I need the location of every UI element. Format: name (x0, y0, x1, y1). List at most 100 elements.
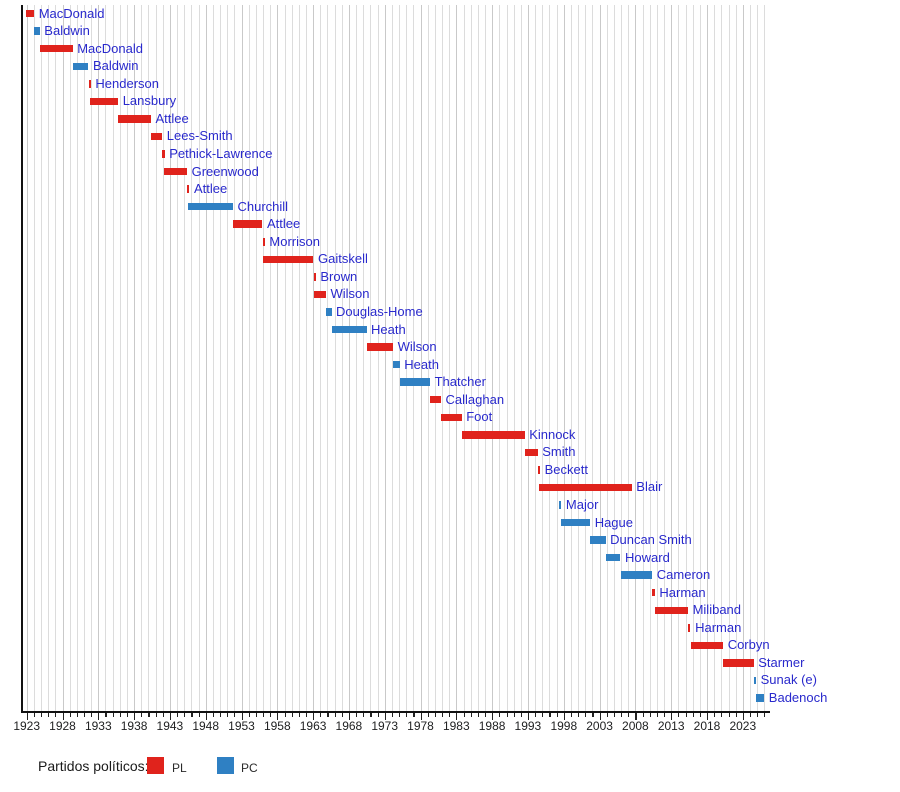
minor-tick-1986 (477, 712, 479, 717)
leader-label-attlee-6[interactable]: Attlee (155, 110, 189, 126)
leader-label-wilson-16[interactable]: Wilson (330, 286, 370, 302)
gridline-1955 (255, 5, 257, 711)
leader-label-kinnock-24[interactable]: Kinnock (529, 426, 576, 442)
leader-label-starmer-37[interactable]: Starmer (758, 654, 805, 670)
timeline-bar-thatcher-21 (399, 378, 431, 386)
year-label-1983: 1983 (442, 719, 470, 733)
leader-label-howard-31[interactable]: Howard (625, 549, 670, 565)
year-label-1998: 1998 (550, 719, 578, 733)
leader-label-pethick-lawrence-8[interactable]: Pethick-Lawrence (169, 146, 273, 161)
leader-label-lansbury-5[interactable]: Lansbury (122, 93, 177, 109)
leader-label-major-28[interactable]: Major (565, 497, 599, 512)
gridline-1945 (184, 5, 186, 711)
major-tick-1953 (241, 712, 243, 720)
gridline-1966 (334, 5, 336, 711)
minor-tick-2011 (656, 712, 659, 717)
timeline-bar-pethick-lawrence-8 (162, 150, 165, 158)
timeline-bar-corbyn-36 (690, 641, 724, 650)
gridline-1965 (327, 5, 329, 711)
year-label-1963: 1963 (299, 719, 327, 733)
timeline-bar-attlee-10 (187, 185, 190, 193)
leader-label-attlee-12[interactable]: Attlee (267, 216, 301, 232)
leader-label-harman-35[interactable]: Harman (695, 619, 742, 635)
gridline-1958 (277, 5, 279, 711)
minor-tick-1934 (105, 712, 107, 717)
leader-label-henderson-4[interactable]: Henderson (95, 75, 159, 91)
leader-label-badenoch-39[interactable]: Badenoch (768, 690, 828, 705)
legend-title: Partidos políticos: (38, 758, 149, 774)
leader-label-callaghan-22[interactable]: Callaghan (445, 391, 505, 407)
gridline-2008 (635, 5, 637, 711)
minor-tick-2022 (735, 712, 737, 717)
gridline-1977 (413, 5, 415, 711)
gridline-1989 (499, 5, 501, 711)
gridline-2018 (707, 5, 708, 711)
leader-label-wilson-19[interactable]: Wilson (397, 339, 437, 354)
y-axis-line (21, 5, 23, 713)
leader-label-hague-29[interactable]: Hague (594, 514, 633, 530)
timeline-bar-baldwin-1 (34, 27, 40, 35)
leader-label-baldwin-3[interactable]: Baldwin (93, 58, 139, 74)
year-label-1988: 1988 (478, 719, 506, 733)
timeline-bar-cameron-32 (620, 571, 653, 579)
minor-tick-2025 (757, 712, 759, 717)
minor-tick-1932 (91, 712, 93, 717)
leader-label-macdonald-0[interactable]: MacDonald (38, 5, 105, 21)
leader-label-harman-33[interactable]: Harman (659, 584, 706, 600)
minor-tick-1982 (449, 712, 451, 717)
minor-tick-1966 (334, 712, 336, 717)
legend-swatch-pc (217, 757, 234, 774)
minor-tick-1985 (470, 712, 472, 717)
minor-tick-1965 (327, 712, 329, 717)
gridline-1950 (220, 5, 221, 711)
minor-tick-1960 (291, 712, 293, 717)
gridline-1967 (341, 5, 343, 711)
minor-tick-1995 (542, 712, 544, 717)
year-label-1953: 1953 (228, 719, 255, 733)
leader-label-baldwin-1[interactable]: Baldwin (44, 23, 90, 39)
leader-label-attlee-10[interactable]: Attlee (194, 181, 228, 197)
leader-label-churchill-11[interactable]: Churchill (237, 198, 289, 214)
gridline-2002 (592, 5, 594, 711)
gridline-1957 (270, 5, 272, 711)
major-tick-2023 (742, 712, 744, 720)
gridline-2020 (721, 5, 723, 711)
minor-tick-1969 (356, 712, 358, 717)
timeline-bar-starmer-37 (723, 659, 754, 667)
leader-label-macdonald-2[interactable]: MacDonald (77, 40, 143, 56)
leader-label-corbyn-36[interactable]: Corbyn (727, 637, 770, 653)
minor-tick-1970 (363, 712, 365, 717)
gridline-1996 (549, 5, 551, 711)
leader-label-greenwood-9[interactable]: Greenwood (191, 163, 259, 179)
leader-label-heath-20[interactable]: Heath (404, 356, 439, 372)
major-tick-2013 (671, 712, 673, 720)
minor-tick-1935 (112, 712, 114, 717)
leader-label-brown-15[interactable]: Brown (320, 268, 358, 284)
leader-label-morrison-13[interactable]: Morrison (269, 233, 320, 249)
minor-tick-1979 (427, 712, 429, 717)
timeline-bar-henderson-4 (88, 80, 91, 88)
leader-label-beckett-26[interactable]: Beckett (544, 461, 588, 477)
leader-label-cameron-32[interactable]: Cameron (656, 567, 711, 583)
leader-label-smith-25[interactable]: Smith (542, 444, 576, 460)
gridline-1927 (55, 5, 57, 711)
leader-label-miliband-34[interactable]: Miliband (692, 602, 742, 618)
timeline-bar-hague-29 (560, 518, 591, 527)
leader-label-heath-18[interactable]: Heath (371, 321, 406, 337)
leader-label-duncan-smith-30[interactable]: Duncan Smith (610, 532, 692, 547)
year-label-2023: 2023 (729, 719, 757, 733)
leader-label-foot-23[interactable]: Foot (466, 409, 493, 425)
leader-label-douglas-home-17[interactable]: Douglas-Home (336, 303, 423, 319)
timeline-bar-smith-25 (524, 448, 538, 457)
leader-label-lees-smith-7[interactable]: Lees-Smith (166, 128, 233, 144)
gridline-1944 (177, 5, 178, 711)
minor-tick-1929 (69, 712, 71, 717)
major-tick-2003 (599, 712, 601, 720)
leader-label-thatcher-21[interactable]: Thatcher (434, 374, 486, 390)
year-label-1993: 1993 (514, 719, 542, 733)
leader-label-blair-27[interactable]: Blair (636, 479, 663, 495)
major-tick-1958 (277, 712, 279, 720)
year-label-1943: 1943 (156, 719, 184, 733)
leader-label-sunak-e-38[interactable]: Sunak (e) (760, 672, 817, 688)
leader-label-gaitskell-14[interactable]: Gaitskell (318, 251, 368, 267)
